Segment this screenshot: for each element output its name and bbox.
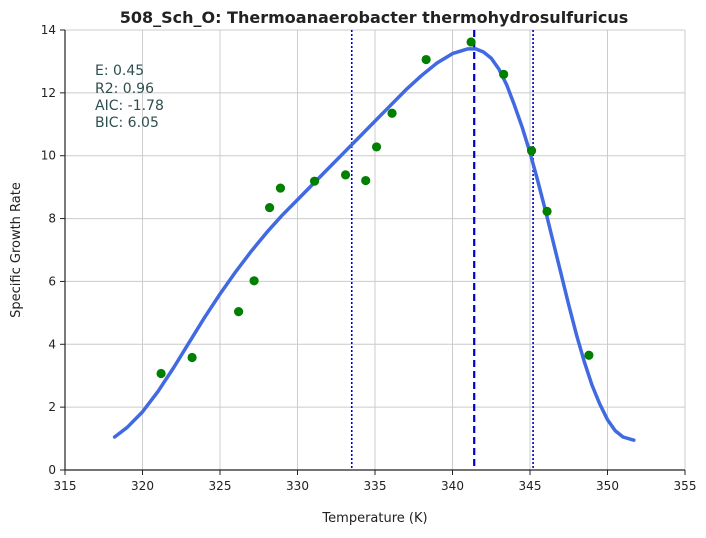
data-point bbox=[542, 206, 552, 216]
y-axis-label: Specific Growth Rate bbox=[9, 182, 24, 318]
x-tick-label: 335 bbox=[364, 479, 387, 493]
data-point bbox=[309, 176, 320, 186]
data-point bbox=[249, 276, 259, 286]
annotation-bic: BIC: 6.05 bbox=[95, 115, 159, 131]
y-tick-label: 6 bbox=[48, 274, 56, 288]
data-point bbox=[265, 202, 275, 213]
annotation-aic: AIC: -1.78 bbox=[95, 98, 164, 114]
data-point bbox=[526, 146, 537, 156]
y-tick-label: 14 bbox=[41, 23, 56, 37]
y-tick-label: 4 bbox=[48, 337, 56, 351]
reference-lines bbox=[350, 30, 534, 470]
y-tick-label: 0 bbox=[48, 463, 56, 477]
data-points bbox=[156, 37, 594, 379]
axes: 315 320 325 330 335 340 345 350 355 0 2 4 6 8 10 12 14 bbox=[41, 23, 697, 493]
x-tick-label: 325 bbox=[209, 479, 232, 493]
fit-curve bbox=[112, 47, 636, 442]
x-tick-label: 315 bbox=[54, 479, 77, 493]
annotation-e: E: 0.45 bbox=[95, 63, 144, 79]
x-tick-label: 340 bbox=[441, 479, 464, 493]
y-tick-label: 10 bbox=[41, 149, 56, 163]
x-tick-label: 350 bbox=[596, 479, 619, 493]
chart-title: 508_Sch_O: Thermoanaerobacter thermohydr… bbox=[120, 8, 629, 27]
data-point bbox=[275, 183, 286, 193]
y-tick-label: 12 bbox=[41, 86, 56, 100]
fit-statistics: E: 0.45 R2: 0.96 AIC: -1.78 BIC: 6.05 bbox=[95, 63, 164, 131]
data-point bbox=[371, 142, 382, 152]
data-point bbox=[156, 368, 166, 379]
data-point bbox=[421, 54, 431, 65]
y-tick-label: 2 bbox=[48, 400, 56, 414]
data-point bbox=[387, 108, 397, 118]
x-tick-label: 330 bbox=[286, 479, 309, 493]
x-tick-label: 355 bbox=[674, 479, 697, 493]
data-point bbox=[584, 350, 594, 360]
x-tick-label: 320 bbox=[131, 479, 154, 493]
grid bbox=[65, 29, 686, 470]
fit-curve-layer bbox=[112, 47, 636, 442]
data-point bbox=[234, 307, 244, 317]
data-point bbox=[361, 175, 371, 186]
data-point bbox=[499, 69, 509, 79]
annotation-r2: R2: 0.96 bbox=[95, 81, 154, 97]
data-point bbox=[466, 37, 476, 47]
y-tick-label: 8 bbox=[48, 212, 56, 226]
x-tick-label: 345 bbox=[519, 479, 542, 493]
data-point bbox=[187, 352, 197, 363]
data-point bbox=[340, 170, 351, 180]
x-axis-label: Temperature (K) bbox=[321, 511, 427, 526]
